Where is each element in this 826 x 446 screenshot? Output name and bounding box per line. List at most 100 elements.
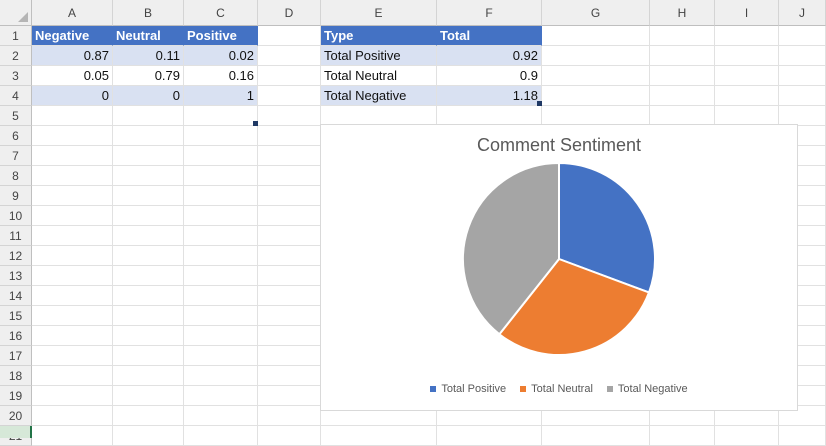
chart-title[interactable]: Comment Sentiment <box>476 135 642 155</box>
grid-cell[interactable] <box>32 406 113 426</box>
grid-cell[interactable] <box>184 106 258 126</box>
row-header[interactable]: 16 <box>0 326 32 346</box>
grid-cell[interactable] <box>258 406 321 426</box>
row-header[interactable]: 7 <box>0 146 32 166</box>
grid-cell[interactable] <box>113 326 184 346</box>
pie-slice-total-positive[interactable] <box>558 161 656 294</box>
grid-cell[interactable] <box>32 366 113 386</box>
grid-cell[interactable] <box>715 86 779 106</box>
grid-cell[interactable] <box>258 46 321 66</box>
table1-cell[interactable]: 0.87 <box>32 46 113 66</box>
grid-cell[interactable] <box>113 266 184 286</box>
grid-cell[interactable] <box>258 346 321 366</box>
grid-cell[interactable] <box>258 266 321 286</box>
grid-cell[interactable] <box>32 426 113 446</box>
grid-cell[interactable] <box>184 386 258 406</box>
grid-cell[interactable] <box>113 106 184 126</box>
grid-cell[interactable] <box>650 106 715 126</box>
grid-cell[interactable] <box>715 426 779 446</box>
table2-cell[interactable]: Total Neutral <box>321 66 437 86</box>
table1-header-neutral[interactable]: Neutral <box>113 26 184 46</box>
table1-cell[interactable]: 0.16 <box>184 66 258 86</box>
grid-cell[interactable] <box>650 86 715 106</box>
row-header[interactable]: 13 <box>0 266 32 286</box>
grid-cell[interactable] <box>32 186 113 206</box>
grid-cell[interactable] <box>113 286 184 306</box>
pie-chart[interactable]: Comment Sentiment Total Positive Total N… <box>320 124 798 411</box>
grid-cell[interactable] <box>779 66 826 86</box>
table2-cell[interactable]: 0.92 <box>437 46 542 66</box>
grid-cell[interactable] <box>650 66 715 86</box>
select-all-triangle-icon[interactable] <box>18 12 28 22</box>
grid-cell[interactable] <box>542 426 650 446</box>
grid-cell[interactable] <box>437 426 542 446</box>
grid-cell[interactable] <box>184 346 258 366</box>
grid-cell[interactable] <box>184 286 258 306</box>
table2-header-type[interactable]: Type <box>321 26 437 46</box>
grid-cell[interactable] <box>258 146 321 166</box>
grid-cell[interactable] <box>650 46 715 66</box>
grid-cell[interactable] <box>184 266 258 286</box>
grid-cell[interactable] <box>32 146 113 166</box>
grid-cell[interactable] <box>715 26 779 46</box>
grid-cell[interactable] <box>258 166 321 186</box>
row-header[interactable]: 10 <box>0 206 32 226</box>
row-header[interactable]: 3 <box>0 66 32 86</box>
grid-cell[interactable] <box>779 46 826 66</box>
grid-cell[interactable] <box>650 426 715 446</box>
table2-header-total[interactable]: Total <box>437 26 542 46</box>
grid-cell[interactable] <box>184 146 258 166</box>
grid-cell[interactable] <box>32 326 113 346</box>
grid-cell[interactable] <box>715 106 779 126</box>
row-header[interactable]: 14 <box>0 286 32 306</box>
grid-cell[interactable] <box>779 26 826 46</box>
grid-cell[interactable] <box>258 386 321 406</box>
grid-cell[interactable] <box>779 426 826 446</box>
grid-cell[interactable] <box>32 166 113 186</box>
grid-cell[interactable] <box>779 86 826 106</box>
row-header[interactable]: 12 <box>0 246 32 266</box>
grid-cell[interactable] <box>184 126 258 146</box>
row-header[interactable]: 11 <box>0 226 32 246</box>
pie-slice-total-neutral[interactable] <box>497 257 651 356</box>
grid-cell[interactable] <box>258 86 321 106</box>
table1-cell[interactable]: 0.79 <box>113 66 184 86</box>
table2-cell[interactable]: 1.18 <box>437 86 542 106</box>
column-header[interactable]: H <box>650 0 715 26</box>
grid-cell[interactable] <box>258 66 321 86</box>
grid-cell[interactable] <box>321 406 437 426</box>
table1-header-positive[interactable]: Positive <box>184 26 258 46</box>
grid-cell[interactable] <box>113 146 184 166</box>
grid-cell[interactable] <box>32 306 113 326</box>
grid-cell[interactable] <box>184 326 258 346</box>
table2-resize-handle[interactable] <box>537 101 542 106</box>
select-all-corner[interactable] <box>0 0 32 26</box>
column-header[interactable]: D <box>258 0 321 26</box>
grid-cell[interactable] <box>32 386 113 406</box>
table1-cell[interactable]: 0.11 <box>113 46 184 66</box>
grid-cell[interactable] <box>321 426 437 446</box>
table1-cell[interactable]: 0 <box>113 86 184 106</box>
grid-cell[interactable] <box>715 406 779 426</box>
grid-cell[interactable] <box>184 406 258 426</box>
table1-cell[interactable]: 1 <box>184 86 258 106</box>
row-header[interactable]: 20 <box>0 406 32 426</box>
column-header[interactable]: G <box>542 0 650 26</box>
grid-cell[interactable] <box>258 306 321 326</box>
grid-cell[interactable] <box>32 266 113 286</box>
grid-cell[interactable] <box>113 386 184 406</box>
column-header[interactable]: B <box>113 0 184 26</box>
grid-cell[interactable] <box>113 206 184 226</box>
grid-cell[interactable] <box>113 166 184 186</box>
grid-cell[interactable] <box>113 426 184 446</box>
row-header[interactable]: 8 <box>0 166 32 186</box>
grid-cell[interactable] <box>184 166 258 186</box>
grid-cell[interactable] <box>258 286 321 306</box>
grid-cell[interactable] <box>113 226 184 246</box>
grid-cell[interactable] <box>184 226 258 246</box>
grid-cell[interactable] <box>113 406 184 426</box>
column-header[interactable]: C <box>184 0 258 26</box>
grid-cell[interactable] <box>113 346 184 366</box>
table2-cell[interactable]: Total Positive <box>321 46 437 66</box>
grid-cell[interactable] <box>258 106 321 126</box>
